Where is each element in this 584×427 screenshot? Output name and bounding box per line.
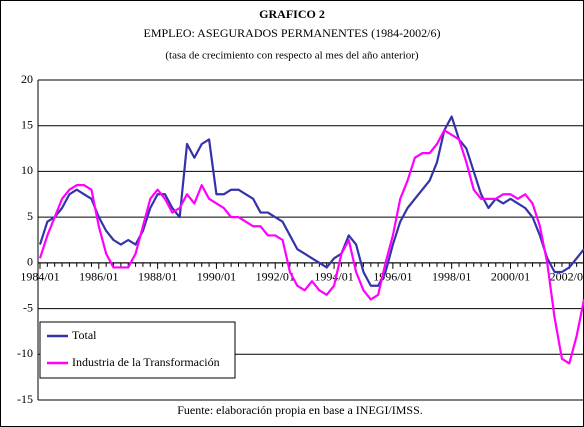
x-tick-label: 1984/01 (20, 270, 59, 284)
chart-subtitle: EMPLEO: ASEGURADOS PERMANENTES (1984-200… (143, 26, 440, 40)
y-tick-label: 0 (27, 255, 33, 269)
y-tick-label: 20 (21, 72, 33, 86)
chart-note: (tasa de crecimiento con respecto al mes… (165, 50, 419, 62)
x-tick-label: 2000/01 (491, 270, 530, 284)
x-tick-label: 1996/01 (373, 270, 412, 284)
chart-title: GRAFICO 2 (259, 7, 325, 21)
x-tick-label: 1990/01 (197, 270, 236, 284)
y-tick-label: 15 (21, 117, 33, 131)
y-tick-label: -10 (17, 346, 33, 360)
x-tick-label: 1994/01 (314, 270, 353, 284)
legend-box (39, 321, 236, 379)
legend-label: Total (72, 328, 97, 342)
series-line (38, 115, 584, 287)
legend-label: Industria de la Transformación (72, 355, 220, 369)
x-tick-label: 1986/01 (79, 270, 118, 284)
x-tick-label: 1998/01 (432, 270, 471, 284)
y-tick-label: 5 (27, 209, 33, 223)
y-tick-label: -15 (17, 392, 33, 406)
x-tick-label: 1988/01 (138, 270, 177, 284)
source-note: Fuente: elaboración propia en base a INE… (177, 403, 423, 417)
x-tick-label: 2002/01 (550, 270, 584, 284)
y-tick-label: 10 (21, 163, 33, 177)
series-line (38, 129, 584, 365)
y-tick-label: -5 (23, 300, 33, 314)
x-tick-label: 1992/01 (256, 270, 295, 284)
